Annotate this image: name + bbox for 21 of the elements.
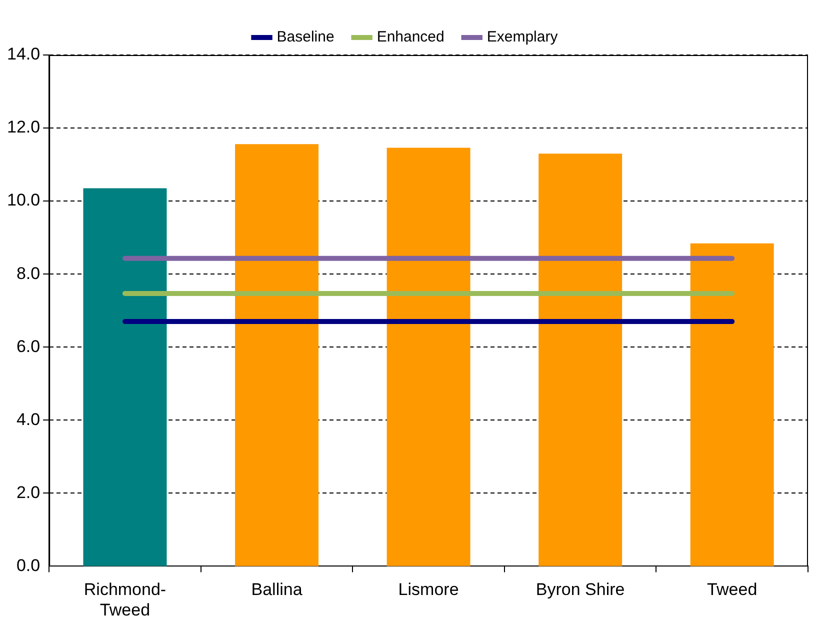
legend-label: Baseline <box>276 28 334 46</box>
bar <box>386 148 470 566</box>
y-tick-label: 14.0 <box>6 44 40 64</box>
legend-label: Enhanced <box>376 28 444 46</box>
x-tick-label: Ballina <box>251 580 303 600</box>
y-tick-label: 2.0 <box>16 482 40 502</box>
y-tick-label: 8.0 <box>16 264 40 283</box>
bar <box>538 154 622 566</box>
y-tick-label: 12.0 <box>6 118 40 137</box>
x-tick-label: Byron Shire <box>536 580 625 600</box>
y-tick-label: 6.0 <box>16 336 40 356</box>
legend-label: Exemplary <box>486 28 558 46</box>
bar <box>690 243 774 566</box>
bar <box>235 144 318 566</box>
y-tick-label: 4.0 <box>16 410 40 429</box>
bar <box>83 188 167 566</box>
x-tick-label: Lismore <box>398 580 459 600</box>
y-tick-label: 10.0 <box>6 190 40 210</box>
x-tick-label: Richmond-Tweed <box>84 580 166 620</box>
x-tick-label: Tweed <box>707 580 758 600</box>
y-tick-label: 0.0 <box>16 556 40 575</box>
